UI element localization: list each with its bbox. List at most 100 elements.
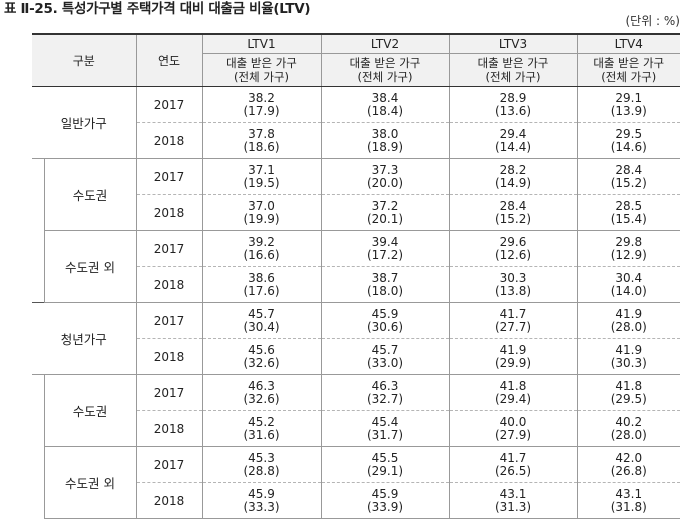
table-row: 2018 37.8 (18.6) 38.0 (18.9) 29.4 (14.4) 29.5 (1… bbox=[32, 122, 680, 159]
header-sub: 대출 받은 가구 (전체 가구) bbox=[201, 53, 321, 87]
table-row: 2018 38.6 (17.6) 38.7 (18.0) 30.3 (13.8) 30.4 (1… bbox=[32, 266, 680, 303]
ltv-all-value: (17.2) bbox=[366, 247, 404, 262]
subgroup-label: 수도권 외 bbox=[43, 230, 136, 303]
ltv-cell: 45.5 (29.1) bbox=[320, 446, 449, 483]
group-label: 청년가구 bbox=[32, 302, 136, 375]
ltv-cell: 40.2 (28.0) bbox=[576, 410, 680, 447]
ltv-borrower-value: 41.9 bbox=[615, 342, 643, 357]
header-sub-line1: 대출 받은 가구 bbox=[226, 56, 297, 70]
ltv-borrower-value: 28.4 bbox=[499, 198, 527, 213]
ltv-cell: 30.3 (13.8) bbox=[448, 266, 577, 303]
ltv-borrower-value: 38.6 bbox=[248, 270, 275, 285]
ltv-all-value: (29.1) bbox=[366, 463, 404, 478]
ltv-borrower-value: 41.8 bbox=[499, 378, 527, 393]
ltv-borrower-value: 37.1 bbox=[248, 162, 275, 177]
ltv-all-value: (30.4) bbox=[243, 319, 280, 334]
ltv-borrower-value: 38.7 bbox=[371, 270, 399, 285]
ltv-borrower-value: 29.4 bbox=[499, 126, 527, 141]
ltv-cell: 41.8 (29.4) bbox=[448, 374, 577, 411]
ltv-all-value: (13.9) bbox=[610, 103, 647, 118]
ltv-cell: 38.0 (18.9) bbox=[320, 122, 449, 159]
ltv-borrower-value: 45.7 bbox=[248, 306, 275, 321]
header-ltv1: LTV1 bbox=[201, 33, 321, 54]
ltv-all-value: (29.4) bbox=[494, 391, 532, 406]
ltv-all-value: (18.6) bbox=[243, 139, 280, 154]
ltv-cell: 43.1 (31.8) bbox=[576, 482, 680, 519]
indent-spacer bbox=[32, 375, 44, 519]
header-sub-line2: (전체 가구) bbox=[601, 70, 657, 84]
ltv-all-value: (18.0) bbox=[366, 283, 404, 298]
ltv-cell: 45.4 (31.7) bbox=[320, 410, 449, 447]
header-ltv4: LTV4 bbox=[576, 33, 680, 54]
ltv-borrower-value: 37.3 bbox=[371, 162, 399, 177]
ltv-borrower-value: 45.6 bbox=[248, 342, 275, 357]
ltv-cell: 29.6 (12.6) bbox=[448, 230, 577, 267]
ltv-cell: 28.4 (15.2) bbox=[576, 158, 680, 195]
ltv-all-value: (31.6) bbox=[243, 427, 280, 442]
ltv-all-value: (14.6) bbox=[610, 139, 647, 154]
table-row: 수도권 2017 46.3 (32.6) 46.3 (32.7) 41.8 (29.4) 41.… bbox=[32, 374, 680, 447]
ltv-borrower-value: 29.5 bbox=[615, 126, 643, 141]
ltv-all-value: (32.6) bbox=[243, 391, 280, 406]
ltv-borrower-value: 30.4 bbox=[615, 270, 643, 285]
ltv-all-value: (18.9) bbox=[366, 139, 404, 154]
ltv-borrower-value: 37.0 bbox=[248, 198, 275, 213]
ltv-borrower-value: 40.2 bbox=[615, 414, 643, 429]
ltv-cell: 28.5 (15.4) bbox=[576, 194, 680, 231]
ltv-cell: 42.0 (26.8) bbox=[576, 446, 680, 483]
ltv-all-value: (31.8) bbox=[610, 499, 647, 514]
ltv-cell: 45.9 (33.9) bbox=[320, 482, 449, 519]
ltv-cell: 38.4 (18.4) bbox=[320, 86, 449, 123]
year-cell: 2018 bbox=[135, 122, 202, 159]
ltv-borrower-value: 29.6 bbox=[499, 234, 527, 249]
ltv-borrower-value: 45.2 bbox=[248, 414, 275, 429]
ltv-all-value: (16.6) bbox=[243, 247, 280, 262]
table-row: 일반가구 2017 38.2 (17.9) 38.4 (18.4) 28.9 (13.6) 29… bbox=[32, 86, 680, 159]
ltv-all-value: (33.9) bbox=[366, 499, 404, 514]
header-sub-line1: 대출 받은 가구 bbox=[593, 56, 665, 70]
header-group: 구분 bbox=[32, 33, 136, 87]
ltv-all-value: (20.1) bbox=[366, 211, 404, 226]
ltv-all-value: (29.5) bbox=[610, 391, 647, 406]
ltv-cell: 41.7 (27.7) bbox=[448, 302, 577, 339]
ltv-cell: 45.9 (30.6) bbox=[320, 302, 449, 339]
ltv-all-value: (13.6) bbox=[494, 103, 532, 118]
header-sub: 대출 받은 가구 (전체 가구) bbox=[576, 53, 680, 87]
ltv-borrower-value: 29.8 bbox=[615, 234, 643, 249]
ltv-all-value: (33.3) bbox=[243, 499, 280, 514]
ltv-all-value: (27.7) bbox=[494, 319, 532, 334]
ltv-all-value: (32.6) bbox=[243, 355, 280, 370]
ltv-all-value: (19.5) bbox=[243, 175, 280, 190]
table-row: 2018 45.2 (31.6) 45.4 (31.7) 40.0 (27.9) 40.2 (2… bbox=[32, 410, 680, 447]
ltv-borrower-value: 28.9 bbox=[499, 90, 527, 105]
indent-spacer bbox=[32, 159, 44, 303]
ltv-cell: 37.2 (20.1) bbox=[320, 194, 449, 231]
ltv-all-value: (17.9) bbox=[243, 103, 280, 118]
ltv-all-value: (31.3) bbox=[494, 499, 532, 514]
ltv-borrower-value: 45.9 bbox=[248, 486, 275, 501]
year-cell: 2018 bbox=[135, 194, 202, 231]
ltv-cell: 37.0 (19.9) bbox=[201, 194, 321, 231]
group-label: 일반가구 bbox=[32, 86, 136, 159]
ltv-borrower-value: 30.3 bbox=[499, 270, 527, 285]
ltv-borrower-value: 45.5 bbox=[371, 450, 399, 465]
year-cell: 2017 bbox=[135, 86, 202, 123]
ltv-all-value: (29.9) bbox=[494, 355, 532, 370]
year-cell: 2017 bbox=[135, 446, 202, 483]
ltv-cell: 45.2 (31.6) bbox=[201, 410, 321, 447]
ltv-cell: 41.7 (26.5) bbox=[448, 446, 577, 483]
ltv-cell: 41.8 (29.5) bbox=[576, 374, 680, 411]
ltv-borrower-value: 45.9 bbox=[371, 486, 399, 501]
ltv-cell: 45.7 (30.4) bbox=[201, 302, 321, 339]
ltv-all-value: (13.8) bbox=[494, 283, 532, 298]
subgroup-label: 수도권 bbox=[43, 374, 136, 447]
header-sub: 대출 받은 가구 (전체 가구) bbox=[448, 53, 577, 87]
ltv-all-value: (14.0) bbox=[610, 283, 647, 298]
ltv-cell: 40.0 (27.9) bbox=[448, 410, 577, 447]
ltv-all-value: (14.9) bbox=[494, 175, 532, 190]
ltv-borrower-value: 42.0 bbox=[615, 450, 643, 465]
header-sub-line2: (전체 가구) bbox=[234, 70, 289, 84]
ltv-borrower-value: 46.3 bbox=[371, 378, 399, 393]
ltv-table: 구분 연도 LTV1 LTV2 LTV3 LTV4 대출 받은 가구 (전체 가구… bbox=[32, 33, 680, 519]
ltv-cell: 46.3 (32.7) bbox=[320, 374, 449, 411]
